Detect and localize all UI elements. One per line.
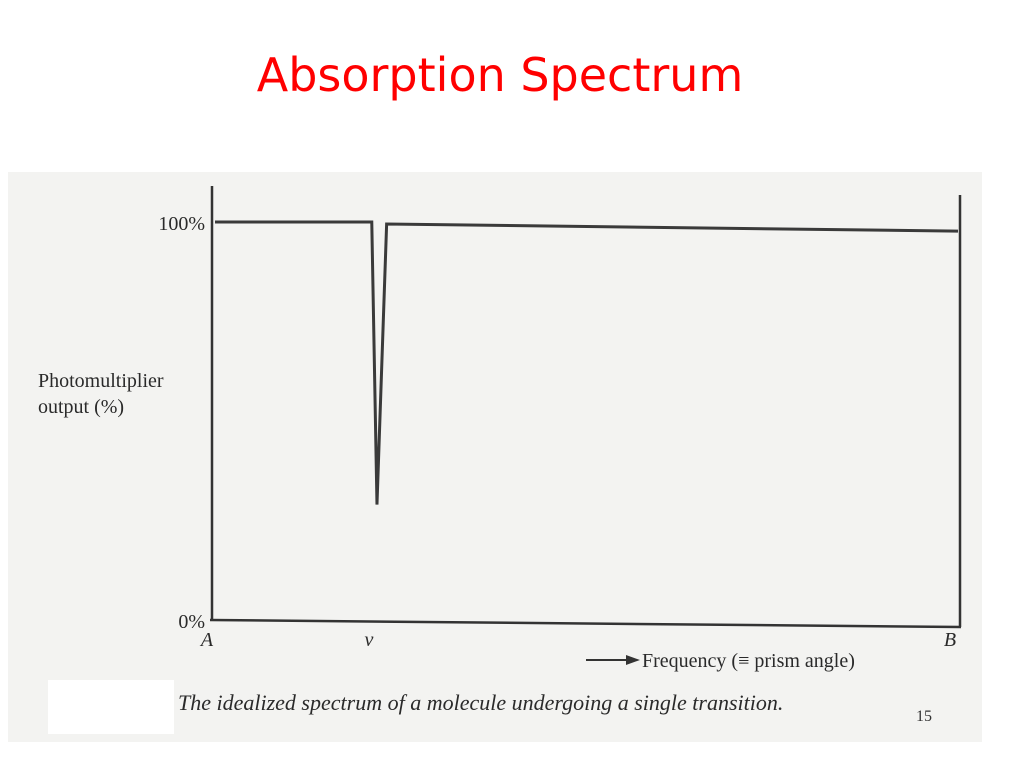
x-tick-label: B (944, 629, 956, 651)
x-tick-label: ν (365, 629, 374, 651)
slide-title: Absorption Spectrum (256, 48, 744, 102)
x-arrow-head (626, 655, 640, 665)
caption: The idealized spectrum of a molecule und… (178, 690, 784, 715)
spectrum-line (215, 220, 959, 505)
y-axis-label: Photomultiplier output (%) (38, 370, 164, 418)
x-tick-label: A (199, 629, 214, 651)
cover-box (48, 680, 174, 734)
page-number: 15 (916, 708, 932, 725)
x-axis-label: Frequency (≡ prism angle) (642, 650, 855, 672)
scanned-figure (8, 172, 982, 742)
x-axis (209, 618, 962, 629)
y-tick-label: 100% (158, 213, 205, 235)
y-tick-label: 0% (178, 611, 205, 633)
